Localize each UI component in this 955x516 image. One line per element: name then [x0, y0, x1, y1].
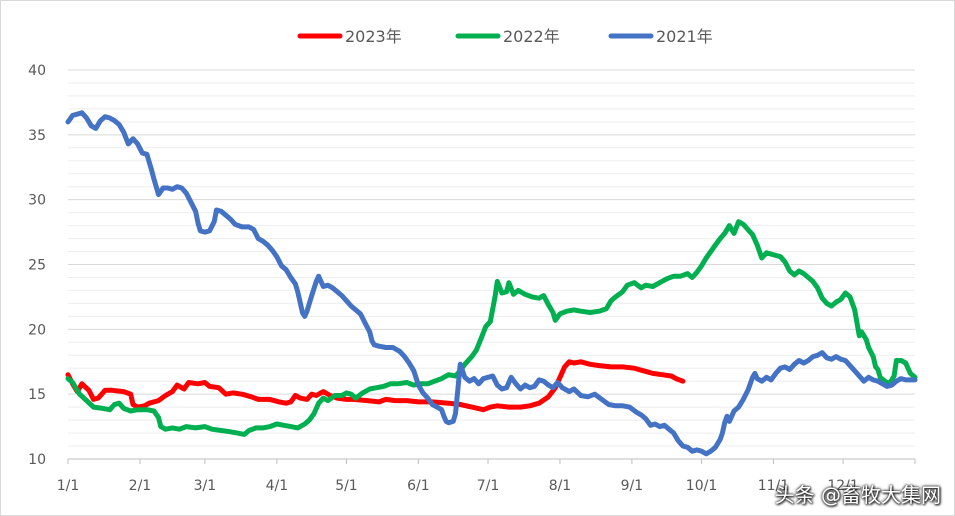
y-tick-label: 10 — [28, 452, 46, 468]
x-tick-label: 8/1 — [549, 478, 572, 494]
series-line — [65, 359, 686, 413]
x-tick-label: 3/1 — [194, 478, 217, 494]
y-tick-label: 25 — [28, 258, 46, 274]
watermark-text: 头条 @畜牧大集网 — [774, 483, 941, 507]
axes: 10 15 20 25 30 35 40 1/1 2/1 3/1 4/1 5/1 6/1 7/1 8/1 9/… — [28, 63, 916, 494]
x-tick-label: 1/1 — [57, 478, 80, 494]
legend-label: 2021年 — [656, 27, 713, 46]
legend: 2023年 2022年 2021年 — [297, 27, 713, 46]
series-lines — [65, 110, 918, 457]
series-line — [65, 219, 918, 437]
series-line — [65, 110, 918, 457]
x-tick-label: 9/1 — [621, 478, 644, 494]
x-tick-label: 12/1 — [827, 478, 858, 494]
x-tick-label: 4/1 — [266, 478, 289, 494]
legend-label: 2022年 — [503, 27, 560, 46]
y-tick-label: 40 — [28, 63, 46, 79]
y-tick-label: 15 — [28, 387, 46, 403]
y-tick-label: 20 — [28, 322, 46, 338]
x-tick-label: 2/1 — [129, 478, 152, 494]
x-tick-label: 7/1 — [477, 478, 500, 494]
x-tick-label: 6/1 — [407, 478, 430, 494]
x-tick-label: 5/1 — [335, 478, 358, 494]
y-tick-label: 35 — [28, 128, 46, 144]
y-tick-label: 30 — [28, 193, 46, 209]
x-tick-label: 11/1 — [758, 478, 789, 494]
legend-label: 2023年 — [345, 27, 402, 46]
x-tick-label: 10/1 — [686, 478, 717, 494]
